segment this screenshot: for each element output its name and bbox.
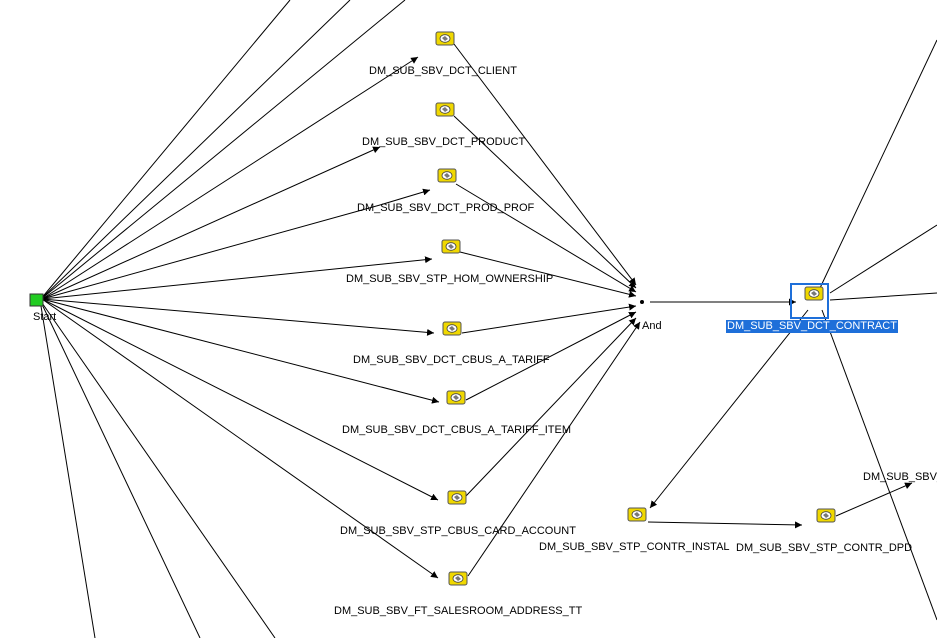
task-label-stp-contr-instal: DM_SUB_SBV_STP_CONTR_INSTAL xyxy=(539,541,730,553)
link-start-card-account xyxy=(41,298,439,501)
task-icon-stp-hom-ownership[interactable] xyxy=(441,239,461,254)
link-salesroom-and xyxy=(467,321,641,577)
link-start-prod-prof xyxy=(41,188,431,300)
task-label-dct-client: DM_SUB_SBV_DCT_CLIENT xyxy=(369,65,517,77)
task-icon-stp-cbus-card-account[interactable] xyxy=(447,490,467,505)
task-label-dct-prod-prof: DM_SUB_SBV_DCT_PROD_PROF xyxy=(357,202,535,214)
start-task-links xyxy=(41,56,440,579)
task-icon-dct-prod-prof[interactable] xyxy=(437,168,457,183)
task-icon-dct-client[interactable] xyxy=(435,31,455,46)
link-product-and xyxy=(453,115,637,289)
link-tariff-and xyxy=(461,303,637,334)
and-label: And xyxy=(642,320,662,332)
task-label-stp-contr-dpd: DM_SUB_SBV_STP_CONTR_DPD xyxy=(736,542,913,554)
task-label-dct-contract: DM_SUB_SBV_DCT_CONTRACT xyxy=(726,320,898,333)
start-node[interactable] xyxy=(29,293,44,307)
task-icon-stp-contr-dpd[interactable] xyxy=(816,508,836,523)
task-icon-dct-cbus-a-tariff-item[interactable] xyxy=(446,390,466,405)
task-and-links xyxy=(453,43,641,577)
downstream-links xyxy=(647,39,937,621)
task-label-partial: DM_SUB_SBV_ xyxy=(863,471,937,483)
link-contract-offcanvas-4 xyxy=(821,309,937,621)
link-card-and xyxy=(465,317,637,497)
link-contract-offcanvas-3 xyxy=(829,292,937,301)
link-contract-instal xyxy=(649,309,809,509)
link-start-product xyxy=(41,146,381,300)
task-label-stp-hom-ownership: DM_SUB_SBV_STP_HOM_OWNERSHIP xyxy=(346,273,554,285)
link-tariff-item-and xyxy=(465,311,637,401)
and-node[interactable] xyxy=(640,300,644,304)
link-client-and xyxy=(453,43,637,286)
link-start-client xyxy=(41,56,419,300)
task-icon-stp-contr-instal[interactable] xyxy=(627,507,647,522)
link-start-salesroom xyxy=(41,298,439,579)
task-icon-dct-cbus-a-tariff[interactable] xyxy=(442,321,462,336)
link-contract-offcanvas-2 xyxy=(829,224,937,294)
start-icon[interactable] xyxy=(29,293,44,307)
link-dpd-next xyxy=(835,482,913,517)
link-instal-dpd xyxy=(647,521,803,529)
task-label-ft-salesroom-address: DM_SUB_SBV_FT_SALESROOM_ADDRESS_TT xyxy=(334,605,583,617)
task-icon-dct-contract[interactable] xyxy=(790,283,829,319)
link-start-cbus-tariff xyxy=(41,298,435,336)
task-icon-dct-product[interactable] xyxy=(435,102,455,117)
link-start-cbus-tariff-item xyxy=(41,298,440,404)
task-label-dct-cbus-a-tariff-item: DM_SUB_SBV_DCT_CBUS_A_TARIFF_ITEM xyxy=(342,424,572,436)
link-prod-prof-and xyxy=(455,183,637,293)
link-start-hom-ownership xyxy=(41,256,433,300)
task-label-stp-cbus-card-account: DM_SUB_SBV_STP_CBUS_CARD_ACCOUNT xyxy=(340,525,576,537)
link-hom-and xyxy=(459,251,637,298)
link-contract-offcanvas-1 xyxy=(819,39,937,289)
task-icon-ft-salesroom-address[interactable] xyxy=(448,571,468,586)
task-label-dct-cbus-a-tariff: DM_SUB_SBV_DCT_CBUS_A_TARIFF xyxy=(353,354,550,366)
and-icon[interactable] xyxy=(640,300,644,304)
task-label-dct-product: DM_SUB_SBV_DCT_PRODUCT xyxy=(362,136,526,148)
selection-box xyxy=(790,283,829,319)
start-offcanvas-links xyxy=(39,0,406,638)
start-label: Start xyxy=(33,311,57,323)
